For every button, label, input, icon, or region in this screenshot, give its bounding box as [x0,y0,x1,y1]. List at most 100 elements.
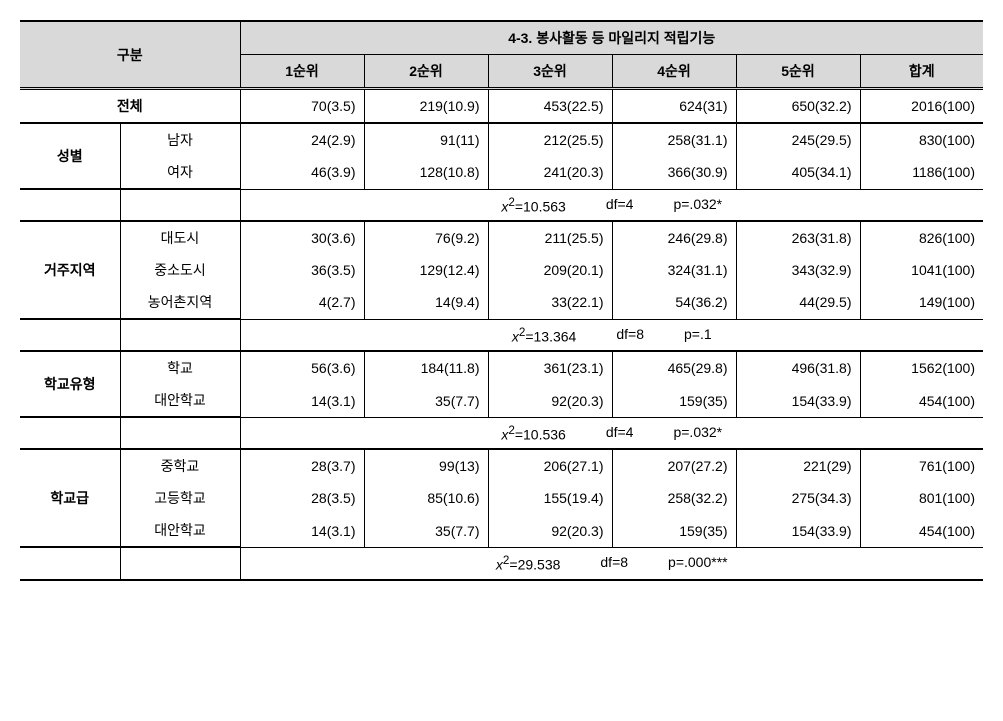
table-cell: 4(2.7) [240,286,364,319]
table-cell: 206(27.1) [488,449,612,482]
stat-spacer [120,547,240,579]
stat-spacer [20,189,120,221]
table-cell: 35(7.7) [364,384,488,417]
stat-p: p=.032* [673,424,722,443]
table-cell: 1041(100) [860,254,983,286]
table-cell: 801(100) [860,482,983,514]
table-cell: 91(11) [364,123,488,156]
stat-spacer [120,417,240,449]
table-cell: 258(31.1) [612,123,736,156]
table-cell: 56(3.6) [240,351,364,384]
stat-spacer [20,547,120,579]
stat-df: df=4 [606,196,634,215]
table-cell: 826(100) [860,221,983,254]
table-cell: 36(3.5) [240,254,364,286]
table-cell: 650(32.2) [736,89,860,124]
table-cell: 219(10.9) [364,89,488,124]
stat-df: df=8 [600,554,628,573]
table-cell: 1562(100) [860,351,983,384]
table-cell: 1186(100) [860,156,983,189]
header-col-1: 1순위 [240,55,364,89]
table-cell: 465(29.8) [612,351,736,384]
table-cell: 361(23.1) [488,351,612,384]
table-cell: 246(29.8) [612,221,736,254]
stat-cell: x2=29.538 df=8 p=.000*** [240,547,983,579]
table-cell: 2016(100) [860,89,983,124]
stat-df: df=8 [616,326,644,345]
table-cell: 128(10.8) [364,156,488,189]
row-sublabel: 중학교 [120,449,240,482]
table-cell: 343(32.9) [736,254,860,286]
table-cell: 624(31) [612,89,736,124]
table-cell: 245(29.5) [736,123,860,156]
table-cell: 70(3.5) [240,89,364,124]
header-col-4: 4순위 [612,55,736,89]
header-group: 구분 [20,21,240,89]
table-cell: 496(31.8) [736,351,860,384]
table-cell: 14(9.4) [364,286,488,319]
table-cell: 54(36.2) [612,286,736,319]
table-cell: 830(100) [860,123,983,156]
table-cell: 241(20.3) [488,156,612,189]
row-sublabel: 대안학교 [120,384,240,417]
header-title: 4-3. 봉사활동 등 마일리지 적립기능 [240,21,983,55]
group-label: 학교급 [20,449,120,547]
table-cell: 99(13) [364,449,488,482]
table-cell: 14(3.1) [240,514,364,547]
table-cell: 275(34.3) [736,482,860,514]
table-cell: 263(31.8) [736,221,860,254]
table-cell: 24(2.9) [240,123,364,156]
table-cell: 405(34.1) [736,156,860,189]
stat-spacer [120,189,240,221]
row-sublabel: 학교 [120,351,240,384]
table-cell: 454(100) [860,514,983,547]
table-cell: 129(12.4) [364,254,488,286]
stat-x2: x2=10.563 [501,196,565,215]
table-cell: 159(35) [612,514,736,547]
stat-cell: x2=10.536 df=4 p=.032* [240,417,983,449]
group-label: 거주지역 [20,221,120,319]
data-table: 구분 4-3. 봉사활동 등 마일리지 적립기능 1순위 2순위 3순위 4순위… [20,20,983,581]
row-sublabel: 남자 [120,123,240,156]
table-cell: 207(27.2) [612,449,736,482]
table-cell: 30(3.6) [240,221,364,254]
table-cell: 92(20.3) [488,514,612,547]
table-cell: 154(33.9) [736,514,860,547]
stat-spacer [120,319,240,351]
stat-df: df=4 [606,424,634,443]
stat-spacer [20,417,120,449]
row-sublabel: 여자 [120,156,240,189]
table-cell: 453(22.5) [488,89,612,124]
stat-cell: x2=13.364df=8p=.1 [240,319,983,351]
table-cell: 221(29) [736,449,860,482]
table-cell: 76(9.2) [364,221,488,254]
row-sublabel: 대도시 [120,221,240,254]
table-cell: 35(7.7) [364,514,488,547]
table-cell: 44(29.5) [736,286,860,319]
stat-spacer [20,319,120,351]
table-cell: 209(20.1) [488,254,612,286]
table-cell: 454(100) [860,384,983,417]
table-cell: 33(22.1) [488,286,612,319]
header-col-3: 3순위 [488,55,612,89]
table-cell: 155(19.4) [488,482,612,514]
stat-x2: x2=29.538 [496,554,560,573]
stat-p: p=.1 [684,326,712,345]
table-cell: 28(3.5) [240,482,364,514]
table-cell: 159(35) [612,384,736,417]
table-cell: 154(33.9) [736,384,860,417]
table-cell: 258(32.2) [612,482,736,514]
row-sublabel: 고등학교 [120,482,240,514]
table-cell: 14(3.1) [240,384,364,417]
table-cell: 211(25.5) [488,221,612,254]
stat-p: p=.032* [673,196,722,215]
stat-x2: x2=10.536 [501,424,565,443]
total-label: 전체 [20,89,240,124]
group-label: 성별 [20,123,120,189]
table-cell: 92(20.3) [488,384,612,417]
stat-p: p=.000*** [668,554,728,573]
group-label: 학교유형 [20,351,120,417]
table-cell: 761(100) [860,449,983,482]
stat-cell: x2=10.563 df=4 p=.032* [240,189,983,221]
table-cell: 366(30.9) [612,156,736,189]
